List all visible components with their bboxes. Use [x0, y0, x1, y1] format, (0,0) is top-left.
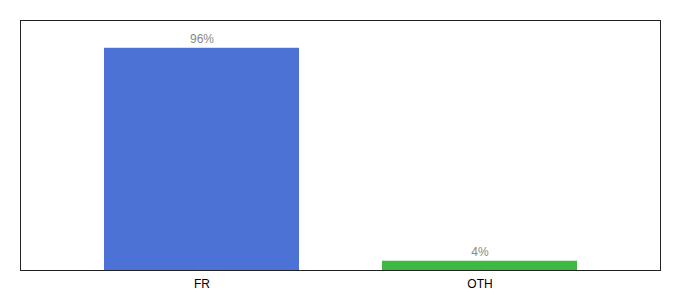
svg-text:OTH: OTH: [467, 277, 492, 291]
svg-text:4%: 4%: [471, 245, 489, 259]
svg-text:96%: 96%: [190, 32, 214, 46]
svg-text:FR: FR: [194, 277, 210, 291]
